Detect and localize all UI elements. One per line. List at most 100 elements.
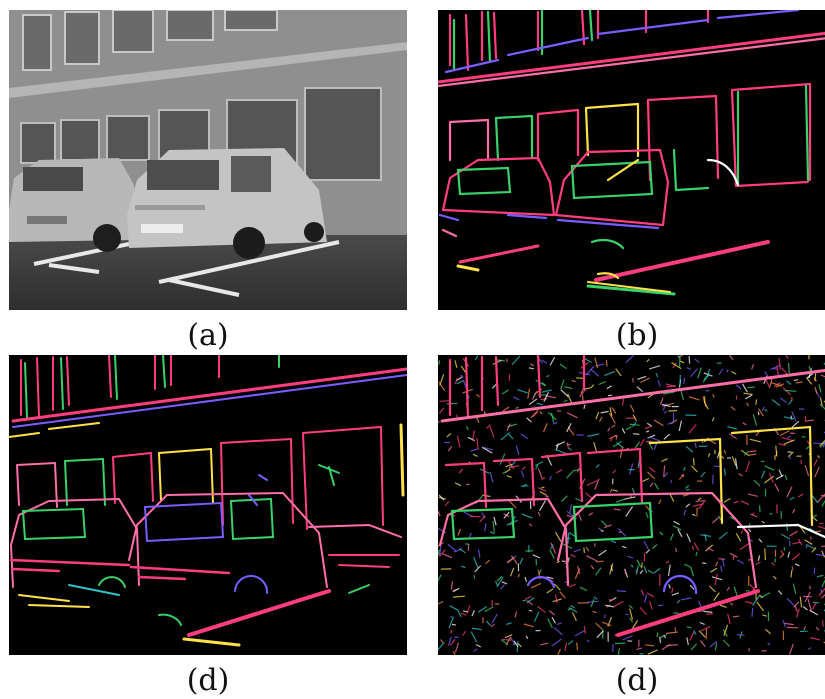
edge-fragment [680, 361, 684, 363]
edge-fragment [492, 614, 497, 623]
edge-fragment [507, 476, 512, 478]
edge-fragment [687, 627, 692, 628]
edge-fragment [471, 632, 476, 642]
edge-fragment [546, 396, 556, 398]
edge-fragment [669, 565, 671, 576]
panel-c-edge-map [9, 355, 407, 655]
edge-fragment [690, 585, 694, 589]
caption-a: (a) [9, 318, 407, 354]
edge-fragment [792, 554, 800, 560]
edge-fragment [552, 617, 556, 623]
edge-fragment [710, 568, 717, 572]
edge-fragment [742, 384, 747, 392]
edge-fragment [647, 593, 654, 597]
edge-fragment [490, 472, 493, 483]
edge-fragment [716, 562, 718, 566]
edge-fragment [654, 420, 664, 426]
edge-fragment [775, 484, 779, 492]
edge-fragment [678, 529, 682, 537]
caption-b: (b) [438, 318, 825, 354]
edge-fragment [629, 606, 633, 609]
edge-fragment [540, 411, 543, 414]
edge-fragment [501, 585, 505, 589]
edge-fragment [640, 378, 649, 382]
edge-fragment [493, 521, 494, 533]
edge-fragment [666, 632, 678, 633]
edge-fragment [653, 568, 660, 573]
edge-fragment [673, 526, 681, 530]
edge-fragment [560, 364, 566, 369]
edge-fragment [661, 459, 667, 462]
edge-fragment [756, 400, 757, 405]
edge-fragment [568, 641, 573, 645]
edge-fragment [479, 550, 480, 558]
panel-b-edge-map [438, 10, 825, 310]
edge-fragment [451, 630, 452, 634]
edge-fragment [669, 584, 671, 588]
edge-fragment [731, 407, 735, 411]
edge-fragment [578, 513, 581, 521]
edge-fragment [439, 550, 440, 555]
edge-fragment [689, 356, 690, 364]
edge-fragment [690, 631, 695, 640]
edge-fragment [693, 546, 694, 550]
edge-fragment [815, 467, 820, 477]
edge-fragment [557, 623, 562, 624]
edge-fragment [471, 449, 478, 451]
edge-fragment [784, 440, 795, 445]
edge-fragment [495, 581, 497, 586]
edge-fragment [506, 637, 511, 645]
edge-fragment [714, 593, 720, 601]
edge-fragment [620, 447, 622, 458]
edge-fragment [773, 576, 776, 579]
edge-fragment [572, 612, 576, 620]
edge-fragment [637, 376, 646, 379]
edge-fragment [806, 447, 809, 450]
edge-fragment [770, 513, 773, 514]
edge-fragment [698, 368, 702, 379]
edge-fragment [527, 418, 532, 422]
edge-fragment [476, 645, 481, 647]
edge-fragment [450, 639, 455, 645]
edge-fragment [788, 436, 791, 438]
edge-fragment [461, 566, 465, 567]
edge-fragment [611, 425, 615, 428]
edge-fragment [567, 413, 577, 418]
edge-fragment [695, 443, 696, 448]
edge-fragment [465, 544, 469, 545]
edge-fragment [494, 517, 496, 525]
edge-fragment [641, 590, 644, 596]
edge-fragment [466, 484, 469, 485]
edge-fragment [739, 474, 743, 476]
edge-fragment [769, 473, 773, 482]
caption-d: (d) [438, 663, 825, 699]
edge-fragment [455, 360, 457, 367]
edge-fragment [700, 623, 705, 625]
edge-fragment [504, 512, 509, 518]
edge-fragment [631, 565, 633, 567]
edge-fragment [604, 525, 612, 528]
edge-fragment [613, 490, 618, 491]
edge-fragment [759, 539, 762, 542]
edge-fragment [448, 544, 457, 551]
edge-fragment [685, 415, 696, 416]
edge-fragment [731, 371, 736, 374]
edge-fragment [819, 523, 823, 524]
edge-fragment [550, 476, 552, 481]
edge-fragment [684, 510, 686, 516]
edge-fragment [561, 390, 569, 397]
edge-fragment [789, 363, 790, 373]
edge-fragment [712, 417, 714, 421]
edge-fragment [750, 514, 757, 517]
edge-fragment [626, 427, 632, 430]
edge-fragment [552, 639, 561, 646]
edge-fragment [570, 505, 572, 514]
edge-fragment [740, 544, 749, 550]
edge-fragment [752, 364, 754, 369]
edge-fragment [473, 431, 475, 440]
edge-fragment [608, 395, 612, 396]
edge-fragment [556, 532, 562, 541]
edge-map-medium [9, 355, 407, 655]
edge-fragment [765, 466, 775, 471]
edge-fragment [613, 470, 616, 474]
